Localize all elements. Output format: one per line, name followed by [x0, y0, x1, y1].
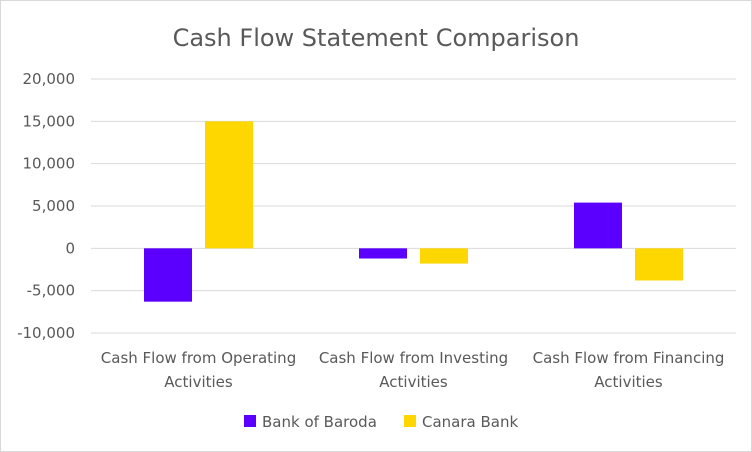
y-tick-label: 10,000: [23, 155, 76, 173]
y-tick-label: 20,000: [23, 70, 76, 88]
bars: [144, 121, 683, 302]
category-label: Cash Flow from Financing: [533, 349, 725, 367]
y-tick-label: 15,000: [23, 112, 76, 130]
legend-swatch: [244, 415, 256, 427]
bar-bank-of-baroda: [359, 248, 407, 259]
bar-canara-bank: [205, 121, 253, 249]
x-axis-categories: Cash Flow from Operating Activities Cash F…: [101, 349, 725, 391]
legend: Bank of Baroda Canara Bank: [244, 413, 518, 431]
category-label: Activities: [594, 373, 663, 391]
y-tick-label: 5,000: [32, 197, 75, 215]
gridlines: [91, 78, 736, 334]
category-label: Activities: [164, 373, 233, 391]
category-label: Cash Flow from Investing: [319, 349, 508, 367]
category-label: Cash Flow from Operating: [101, 349, 296, 367]
y-tick-label: 0: [65, 239, 75, 257]
bar-canara-bank: [420, 248, 468, 264]
bar-bank-of-baroda: [574, 202, 622, 249]
y-tick-label: -10,000: [17, 324, 75, 342]
legend-label: Canara Bank: [422, 413, 518, 431]
chart-title: Cash Flow Statement Comparison: [173, 24, 580, 52]
bar-canara-bank: [635, 248, 683, 281]
legend-label: Bank of Baroda: [262, 413, 377, 431]
category-label: Activities: [379, 373, 448, 391]
legend-swatch: [404, 415, 416, 427]
y-axis-ticks: 20,000 15,000 10,000 5,000 0 -5,000 -10,000: [17, 70, 75, 342]
bar-bank-of-baroda: [144, 248, 192, 302]
y-tick-label: -5,000: [27, 282, 75, 300]
